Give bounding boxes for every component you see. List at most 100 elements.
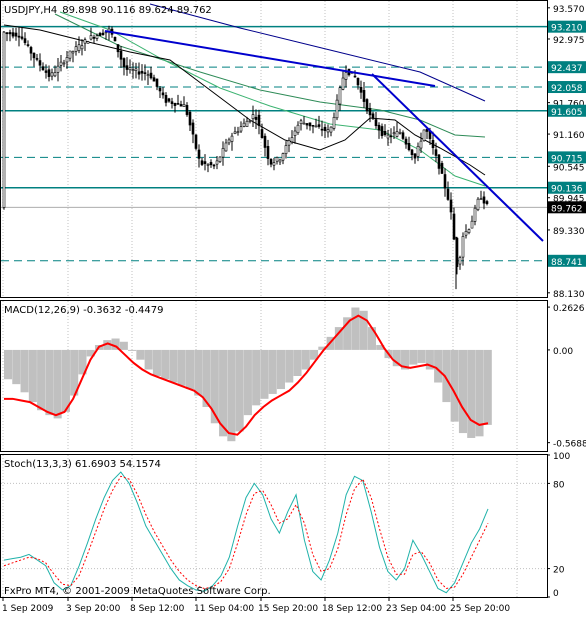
- candle-body: [338, 87, 342, 105]
- candle-body: [251, 114, 255, 120]
- macd-histogram-bar: [425, 349, 434, 370]
- price-axis: 93.570 93.210 92.975 92.437 92.058 91.76091.6…: [547, 5, 586, 300]
- candle-body: [74, 46, 78, 52]
- macd-axis-label: 0.2626: [553, 304, 585, 314]
- macd-axis-label: -0.5688: [553, 440, 586, 450]
- candle-body: [440, 163, 444, 174]
- candle-body: [296, 124, 300, 134]
- macd-histogram-bar: [260, 349, 269, 399]
- candle-body: [254, 116, 258, 120]
- time-label: 8 Sep 12:00: [130, 604, 185, 614]
- candle-body: [419, 140, 423, 149]
- candle-body: [215, 160, 219, 165]
- candle-body: [218, 156, 222, 162]
- macd-histogram-bar: [4, 349, 13, 380]
- macd-histogram-bar: [177, 349, 186, 386]
- candle-body: [467, 229, 471, 233]
- stoch-panel[interactable]: [0, 454, 548, 598]
- candle-body: [38, 60, 42, 66]
- price-label: 90.715: [551, 154, 583, 164]
- candle-body: [377, 124, 381, 131]
- macd-histogram-bar: [70, 349, 79, 396]
- candle-body: [137, 71, 141, 75]
- candle-body: [398, 131, 402, 134]
- candle-body: [320, 128, 324, 131]
- candle-body: [461, 236, 465, 258]
- candle-body: [242, 122, 246, 127]
- candle-body: [464, 231, 468, 236]
- trendline-resistance: [104, 30, 436, 87]
- macd-histogram-bar: [144, 349, 153, 370]
- price-label-bg: [548, 104, 586, 117]
- price-label: 93.570: [553, 5, 585, 15]
- candle-body: [116, 44, 120, 53]
- candle-body: [209, 162, 213, 166]
- macd-histogram-bar: [86, 349, 95, 357]
- price-label-bg: [548, 61, 586, 74]
- time-label: 11 Sep 04:00: [194, 604, 254, 614]
- candle-body: [245, 120, 249, 127]
- candle-body: [356, 77, 360, 86]
- candle-body: [293, 130, 297, 136]
- candle-body: [470, 220, 474, 229]
- candle-body: [68, 50, 72, 59]
- macd-histogram-bar: [169, 349, 178, 383]
- candle-body: [191, 122, 195, 135]
- candle-body: [77, 44, 81, 51]
- candle-body: [17, 35, 21, 38]
- candle-body: [311, 124, 315, 127]
- macd-histogram-bar: [417, 349, 426, 363]
- chart-symbol-ohlc: USDJPY,H4 89.898 90.116 89.624 89.762: [4, 5, 212, 16]
- candle-body: [50, 72, 54, 77]
- candle-body: [281, 153, 285, 161]
- candle-body: [194, 134, 198, 149]
- candle-body: [452, 213, 456, 240]
- moving-averages: [3, 3, 486, 187]
- candle-body: [260, 129, 264, 139]
- candle-body: [248, 120, 252, 122]
- candle-body: [239, 126, 243, 132]
- candle-body: [362, 90, 366, 102]
- stochastic-indicator: 100 80 20 0: [1, 452, 570, 599]
- stoch-axis-label: 80: [553, 480, 565, 490]
- macd-histogram-bar: [376, 345, 385, 350]
- price-label: 93.210: [551, 24, 583, 34]
- candle-body: [278, 159, 282, 163]
- candle-body: [314, 125, 318, 128]
- macd-histogram-bar: [409, 349, 418, 365]
- candle-body: [149, 72, 153, 79]
- candle-body: [284, 145, 288, 154]
- macd-histogram-bar: [310, 349, 319, 360]
- main-panel[interactable]: [0, 0, 548, 298]
- candle-body: [32, 52, 36, 59]
- macd-histogram-bar: [467, 349, 476, 438]
- price-label-bg: [548, 201, 586, 214]
- macd-histogram-bar: [37, 349, 46, 411]
- candle-body: [458, 257, 462, 265]
- macd-indicator: 0.2626 0.00 -0.5688: [4, 304, 586, 450]
- candle-body: [212, 164, 216, 167]
- macd-histogram-bar: [243, 349, 252, 416]
- candle-body: [383, 130, 387, 135]
- candle-body: [83, 39, 87, 44]
- candle-body: [188, 111, 192, 126]
- ma-green-line: [54, 13, 486, 138]
- candle-body: [98, 33, 102, 36]
- candle-body: [299, 120, 303, 124]
- macd-histogram-bar: [210, 349, 219, 424]
- candle-body: [416, 146, 420, 157]
- trendlines[interactable]: [104, 30, 544, 242]
- candle-body: [140, 70, 144, 74]
- price-label: 90.136: [551, 185, 583, 195]
- time-label: 25 Sep 20:00: [450, 604, 510, 614]
- price-label: 91.760: [553, 100, 585, 110]
- macd-histogram-bar: [128, 349, 137, 351]
- macd-panel[interactable]: [0, 300, 548, 452]
- price-label: 89.762: [551, 204, 583, 214]
- macd-histogram-bar: [334, 327, 343, 350]
- price-label: 91.605: [551, 108, 583, 118]
- candle-body: [122, 58, 126, 68]
- macd-histogram-bar: [359, 310, 368, 350]
- candle-body: [101, 32, 105, 36]
